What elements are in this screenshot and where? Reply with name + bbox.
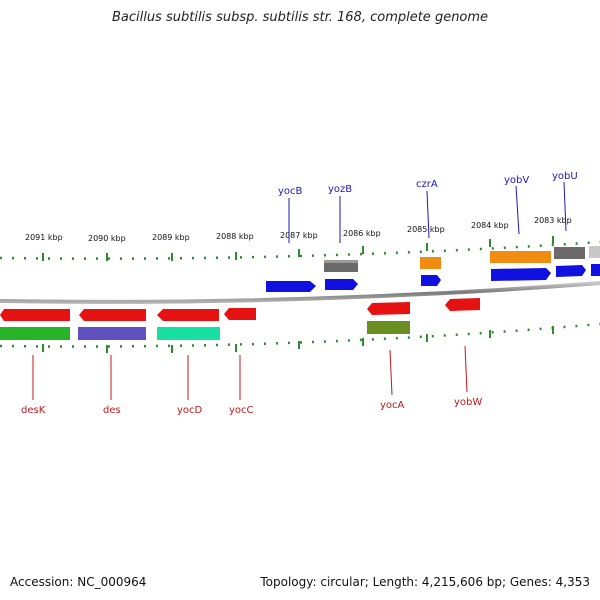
scale-label: 2091 kbp bbox=[25, 233, 63, 242]
gene-arrow-yozB[interactable] bbox=[325, 279, 358, 290]
scale-labels: 2091 kbp 2090 kbp 2089 kbp 2088 kbp 2087… bbox=[25, 216, 572, 243]
gene-arrow-yobW[interactable] bbox=[445, 298, 480, 311]
gene-arrow-czrA[interactable] bbox=[421, 275, 441, 286]
scale-label: 2089 kbp bbox=[152, 233, 190, 242]
gene-box-yocD-lower[interactable] bbox=[157, 327, 220, 340]
gene-box-yobV-upper[interactable] bbox=[490, 251, 551, 263]
gene-arrow-yocB[interactable] bbox=[266, 281, 316, 292]
reverse-strand-features[interactable] bbox=[0, 298, 480, 340]
gene-label-yozB[interactable]: yozB bbox=[328, 184, 352, 195]
genome-title: Bacillus subtilis subsp. subtilis str. 1… bbox=[111, 10, 489, 25]
gene-arrow-yocD[interactable] bbox=[157, 309, 219, 321]
scale-label: 2088 kbp bbox=[216, 232, 254, 241]
gene-arrow-edge-forward[interactable] bbox=[591, 264, 600, 276]
gene-box-czrA-upper[interactable] bbox=[420, 257, 441, 269]
gene-arrow-des[interactable] bbox=[79, 309, 146, 321]
gene-label-desK[interactable]: desK bbox=[21, 405, 46, 416]
gene-label-yobU[interactable]: yobU bbox=[552, 171, 578, 182]
gene-arrow-yocC[interactable] bbox=[224, 308, 256, 320]
forward-strand-features[interactable] bbox=[266, 246, 600, 292]
gene-arrow-yocA[interactable] bbox=[367, 302, 410, 315]
lower-major-ticks bbox=[42, 326, 554, 353]
gene-box-des-lower[interactable] bbox=[78, 327, 146, 340]
scale-label: 2090 kbp bbox=[88, 234, 126, 243]
gene-label-yocD[interactable]: yocD bbox=[177, 405, 203, 416]
chromosome-backbone bbox=[0, 281, 600, 304]
gene-arrow-desK[interactable] bbox=[0, 309, 70, 321]
scale-label: 2086 kbp bbox=[343, 229, 381, 238]
accession-text: Accession: NC_000964 bbox=[10, 575, 147, 589]
genome-summary-text: Topology: circular; Length: 4,215,606 bp… bbox=[260, 575, 590, 589]
gene-label-czrA[interactable]: czrA bbox=[416, 179, 438, 190]
gene-arrow-yobV[interactable] bbox=[491, 268, 551, 281]
gene-label-yocB[interactable]: yocB bbox=[278, 186, 303, 197]
gene-arrow-yobU[interactable] bbox=[556, 265, 586, 277]
gene-box-yocA-lower[interactable] bbox=[367, 321, 410, 334]
gene-box-edge-gray[interactable] bbox=[589, 246, 600, 258]
gene-label-yobV[interactable]: yobV bbox=[504, 175, 529, 186]
gene-box-yobU-upper[interactable] bbox=[554, 247, 585, 259]
upper-major-ticks bbox=[42, 236, 554, 261]
gene-label-yocA[interactable]: yocA bbox=[380, 400, 405, 411]
reverse-gene-labels: desK des yocD yocC yocA yobW bbox=[21, 345, 482, 416]
scale-label: 2085 kbp bbox=[407, 225, 445, 234]
scale-label: 2084 kbp bbox=[471, 221, 509, 230]
forward-gene-labels: yocB yozB czrA yobV yobU bbox=[278, 171, 578, 243]
gene-box-highlight bbox=[324, 260, 358, 263]
gene-label-yocC[interactable]: yocC bbox=[229, 405, 254, 416]
gene-box-desK-lower[interactable] bbox=[0, 327, 70, 340]
scale-label: 2083 kbp bbox=[534, 216, 572, 225]
gene-label-des[interactable]: des bbox=[103, 405, 121, 416]
gene-label-yobW[interactable]: yobW bbox=[454, 397, 482, 408]
scale-label: 2087 kbp bbox=[280, 231, 318, 240]
